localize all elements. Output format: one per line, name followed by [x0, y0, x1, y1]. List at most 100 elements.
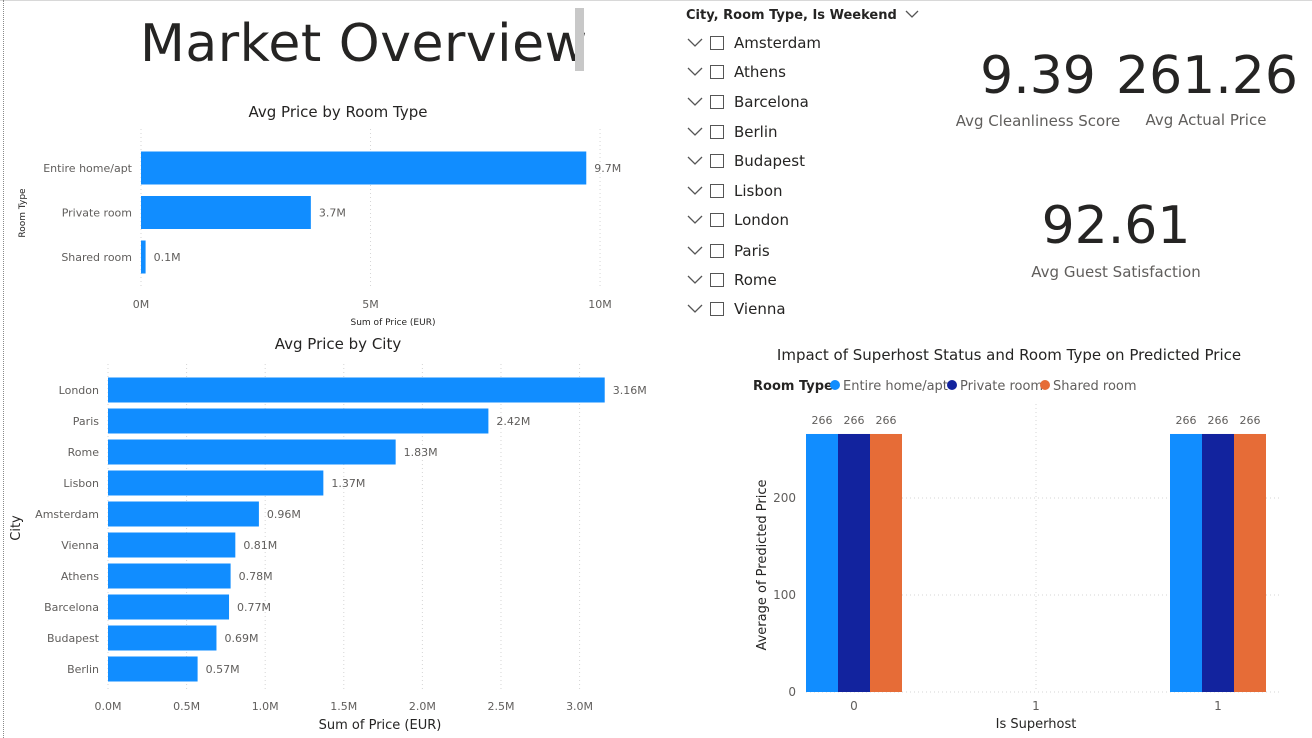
kpi-guest-satisfaction-value: 92.61	[1041, 196, 1191, 256]
city-data-label: 0.81M	[243, 539, 277, 552]
slicer-item-paris[interactable]: Paris	[686, 240, 770, 262]
room-type-data-label: 9.7M	[594, 162, 621, 175]
checkbox[interactable]	[710, 213, 724, 227]
kpi-actual-price-value: 261.26	[1116, 46, 1298, 106]
y-tick-label: 100	[773, 588, 796, 602]
city-category-label: Amsterdam	[35, 508, 99, 521]
checkbox[interactable]	[710, 36, 724, 50]
legend-title: Room Type	[753, 379, 833, 394]
city-category-label: Vienna	[61, 539, 99, 552]
legend-item-label: Entire home/apt	[843, 379, 948, 394]
city-data-label: 0.78M	[239, 570, 273, 583]
city-xtick-label: 2.5M	[487, 700, 514, 713]
kpi-guest-satisfaction-label: Avg Guest Satisfaction	[1031, 263, 1201, 281]
room-type-bar	[141, 240, 146, 274]
expand-chevron-icon[interactable]	[686, 244, 704, 258]
city-bar	[108, 656, 198, 682]
checkbox[interactable]	[710, 273, 724, 287]
checkbox[interactable]	[710, 125, 724, 139]
city-data-label: 0.77M	[237, 601, 271, 614]
legend-item-label: Shared room	[1053, 379, 1137, 394]
slicer-item-label: Athens	[734, 63, 786, 81]
title-accent-bar	[575, 8, 584, 71]
slicer-item-amsterdam[interactable]: Amsterdam	[686, 32, 821, 54]
top-border	[0, 0, 1312, 1]
expand-chevron-icon[interactable]	[686, 65, 704, 79]
city-bar	[108, 532, 236, 558]
checkbox[interactable]	[710, 184, 724, 198]
room-type-y-axis-title: Room Type	[18, 188, 28, 238]
slicer-item-berlin[interactable]: Berlin	[686, 121, 778, 143]
y-tick-label: 0	[788, 685, 796, 699]
city-xtick-label: 1.0M	[252, 700, 279, 713]
city-data-label: 1.37M	[331, 477, 365, 490]
city-xtick-label: 1.5M	[330, 700, 357, 713]
y-tick-label: 200	[773, 491, 796, 505]
city-data-label: 0.57M	[206, 663, 240, 676]
room-type-category-label: Private room	[62, 207, 132, 220]
city-category-label: London	[59, 384, 99, 397]
checkbox[interactable]	[710, 65, 724, 79]
city-bar	[108, 470, 324, 496]
room-type-data-label: 0.1M	[154, 251, 181, 264]
city-bar	[108, 439, 396, 465]
slicer-item-rome[interactable]: Rome	[686, 269, 777, 291]
superhost-data-label: 266	[812, 414, 833, 427]
expand-chevron-icon[interactable]	[686, 184, 704, 198]
expand-chevron-icon[interactable]	[686, 213, 704, 227]
room-type-chart-title: Avg Price by Room Type	[248, 103, 428, 121]
city-category-label: Paris	[73, 415, 99, 428]
room-type-x-axis-title: Sum of Price (EUR)	[351, 318, 436, 328]
slicer-item-label: Rome	[734, 271, 777, 289]
city-xtick-label: 0.5M	[173, 700, 200, 713]
city-bar	[108, 563, 231, 589]
superhost-bar	[838, 433, 870, 692]
slicer-item-label: Amsterdam	[734, 34, 822, 52]
expand-chevron-icon[interactable]	[686, 154, 704, 168]
city-bar	[108, 408, 489, 434]
expand-chevron-icon[interactable]	[686, 95, 704, 109]
city-y-axis-title: City	[9, 515, 24, 541]
slicer-chevron-down-icon[interactable]	[904, 6, 920, 22]
page-left-border	[3, 0, 4, 738]
superhost-data-label: 266	[844, 414, 865, 427]
slicer-item-budapest[interactable]: Budapest	[686, 150, 805, 172]
slicer-item-lisbon[interactable]: Lisbon	[686, 180, 783, 202]
superhost-data-label: 266	[1208, 414, 1229, 427]
checkbox[interactable]	[710, 95, 724, 109]
room-type-xtick-label: 10M	[588, 298, 612, 311]
room-type-bar	[141, 196, 311, 229]
superhost-data-label: 266	[876, 414, 897, 427]
slicer-item-barcelona[interactable]: Barcelona	[686, 91, 809, 113]
slicer-item-athens[interactable]: Athens	[686, 61, 786, 83]
kpi-cleanliness-value: 9.39	[980, 46, 1096, 106]
kpi-cleanliness-label: Avg Cleanliness Score	[955, 112, 1121, 130]
checkbox[interactable]	[710, 302, 724, 316]
expand-chevron-icon[interactable]	[686, 125, 704, 139]
expand-chevron-icon[interactable]	[686, 36, 704, 50]
slicer-header[interactable]: City, Room Type, Is Weekend	[686, 8, 897, 23]
checkbox[interactable]	[710, 154, 724, 168]
slicer-item-label: Lisbon	[734, 182, 783, 200]
expand-chevron-icon[interactable]	[686, 302, 704, 316]
legend-swatch	[1040, 380, 1050, 390]
slicer-item-label: London	[734, 211, 789, 229]
superhost-chart: Room Type Entire home/apt Private room Shar…	[753, 379, 1280, 732]
legend-swatch	[947, 380, 957, 390]
superhost-bar	[806, 433, 838, 692]
slicer-item-london[interactable]: London	[686, 209, 789, 231]
room-type-xtick-label: 0M	[133, 298, 150, 311]
checkbox[interactable]	[710, 244, 724, 258]
city-chart: 0.0M 0.5M 1.0M 1.5M 2.0M 2.5M 3.0M London 3.16M P…	[9, 364, 647, 733]
x-tick-label: 1	[1032, 699, 1040, 713]
slicer-item-vienna[interactable]: Vienna	[686, 298, 786, 320]
city-bar	[108, 501, 259, 527]
city-bar	[108, 625, 217, 651]
y-axis-title: Average of Predicted Price	[755, 479, 770, 650]
expand-chevron-icon[interactable]	[686, 273, 704, 287]
kpi-actual-price-label: Avg Actual Price	[1145, 111, 1267, 129]
room-type-chart: 0M 5M 10M Entire home/apt 9.7M Private room 3.…	[18, 129, 621, 328]
slicer-item-label: Paris	[734, 242, 770, 260]
city-data-label: 2.42M	[496, 415, 530, 428]
x-tick-label: 0	[850, 699, 858, 713]
